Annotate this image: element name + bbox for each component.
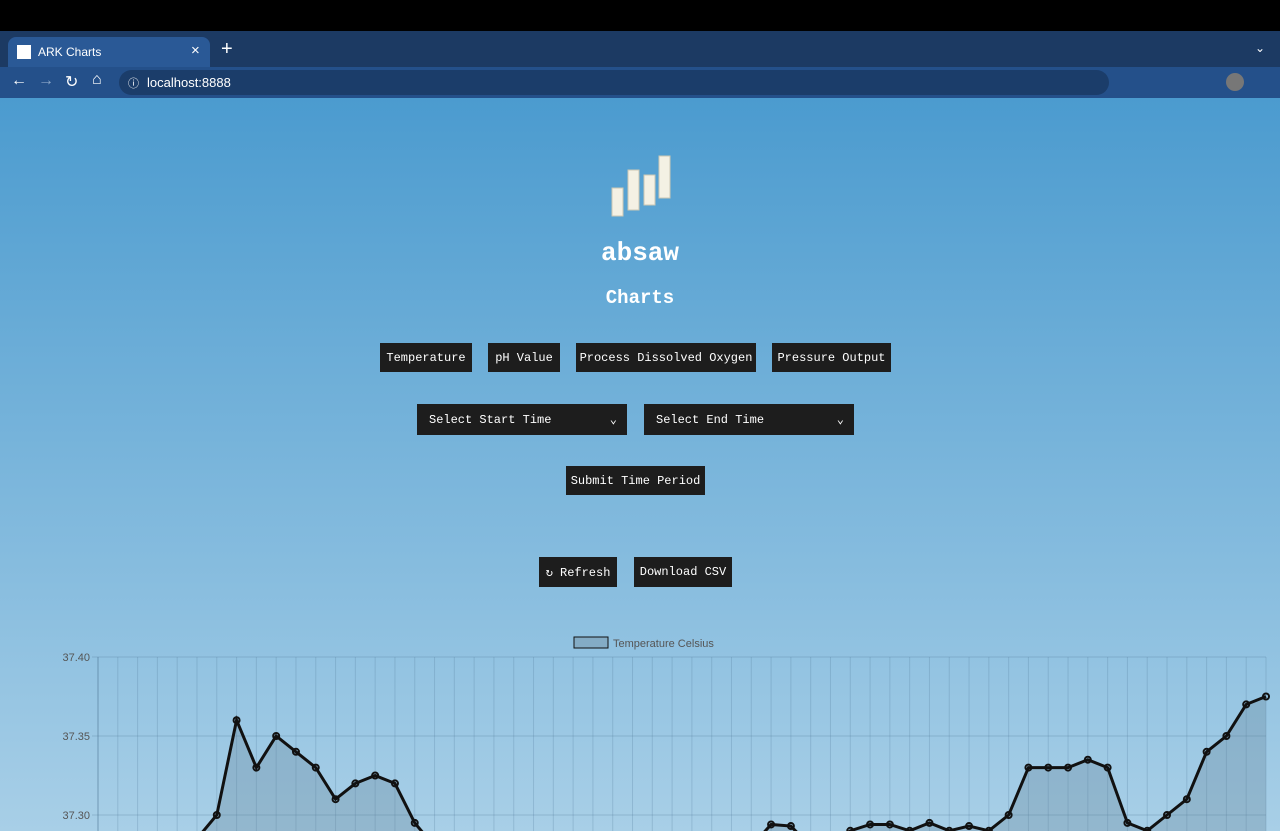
- back[interactable]: ←: [11, 72, 27, 89]
- chevron: ⌄: [609, 413, 617, 427]
- metric-button[interactable]: Pressure Output: [772, 343, 891, 372]
- point: [1024, 763, 1033, 772]
- new-tab[interactable]: +: [221, 38, 233, 60]
- point: [1242, 700, 1251, 709]
- point: [885, 820, 894, 829]
- address-bar[interactable]: ⓘ localhost:8888: [119, 70, 1109, 95]
- point: [1262, 692, 1270, 701]
- url: localhost:8888: [147, 75, 231, 90]
- point: [212, 811, 221, 819]
- tab-close[interactable]: ×: [191, 42, 200, 59]
- point: [232, 716, 241, 725]
- metric-button[interactable]: pH Value: [488, 343, 560, 372]
- tab-title: ARK Charts: [38, 45, 102, 59]
- point: [866, 820, 875, 829]
- point: [410, 818, 419, 827]
- chart: Temperature Celsius 37.40 37.35 37.30: [62, 636, 1270, 831]
- point: [351, 779, 360, 788]
- metric-button[interactable]: Process Dissolved Oxygen: [576, 343, 756, 372]
- brand: absaw: [600, 238, 679, 268]
- top-bar: [0, 0, 1280, 31]
- y-tick-label: 37.40: [62, 652, 90, 664]
- start-select[interactable]: Select Start Time ⌄: [417, 404, 627, 435]
- point: [1083, 755, 1092, 764]
- line-area: [203, 696, 1266, 831]
- download-button[interactable]: Download CSV: [634, 557, 732, 587]
- select-label: Select End Time: [656, 412, 765, 427]
- content: absaw Charts Temperature pH Value Proces…: [0, 98, 1280, 831]
- submit-button[interactable]: Submit Time Period: [566, 466, 705, 495]
- point: [331, 795, 340, 804]
- point: [291, 747, 300, 756]
- point: [965, 822, 974, 831]
- point: [1004, 811, 1013, 819]
- point: [786, 822, 795, 831]
- point: [1222, 732, 1231, 740]
- tab[interactable]: ARK Charts ×: [8, 37, 210, 67]
- favicon: [17, 45, 31, 59]
- point: [252, 763, 261, 772]
- reload[interactable]: ↻: [65, 74, 79, 91]
- y-tick-label: 37.35: [62, 731, 90, 743]
- point: [1123, 818, 1132, 827]
- legend-label: Temperature Celsius: [613, 638, 714, 650]
- point: [1064, 763, 1073, 772]
- point: [767, 820, 776, 829]
- chevron: ⌄: [836, 413, 844, 427]
- tab-strip: ARK Charts × + ⌄: [0, 31, 1280, 67]
- point: [1163, 811, 1172, 819]
- point: [371, 771, 380, 780]
- point: [272, 732, 281, 740]
- avatar[interactable]: [1226, 73, 1244, 91]
- refresh-button[interactable]: ↻ Refresh: [539, 557, 617, 587]
- info-icon[interactable]: ⓘ: [128, 78, 139, 90]
- point: [1182, 795, 1191, 804]
- point: [1044, 763, 1053, 772]
- metric-button[interactable]: Temperature: [380, 343, 472, 372]
- end-select[interactable]: Select End Time ⌄: [644, 404, 854, 435]
- point: [1202, 747, 1211, 756]
- y-tick-label: 37.30: [62, 810, 90, 822]
- point: [311, 763, 320, 772]
- logo: [611, 155, 671, 217]
- point: [1103, 763, 1112, 772]
- page-title: Charts: [605, 287, 675, 309]
- forward[interactable]: →: [38, 72, 54, 89]
- home[interactable]: ⌂: [92, 71, 102, 88]
- point: [390, 779, 399, 788]
- toolbar: ← → ↻ ⌂ ⓘ localhost:8888: [0, 67, 1280, 98]
- select-label: Select Start Time: [429, 412, 552, 427]
- legend-swatch: [573, 636, 609, 649]
- point: [925, 818, 934, 827]
- tab-menu[interactable]: ⌄: [1255, 41, 1266, 55]
